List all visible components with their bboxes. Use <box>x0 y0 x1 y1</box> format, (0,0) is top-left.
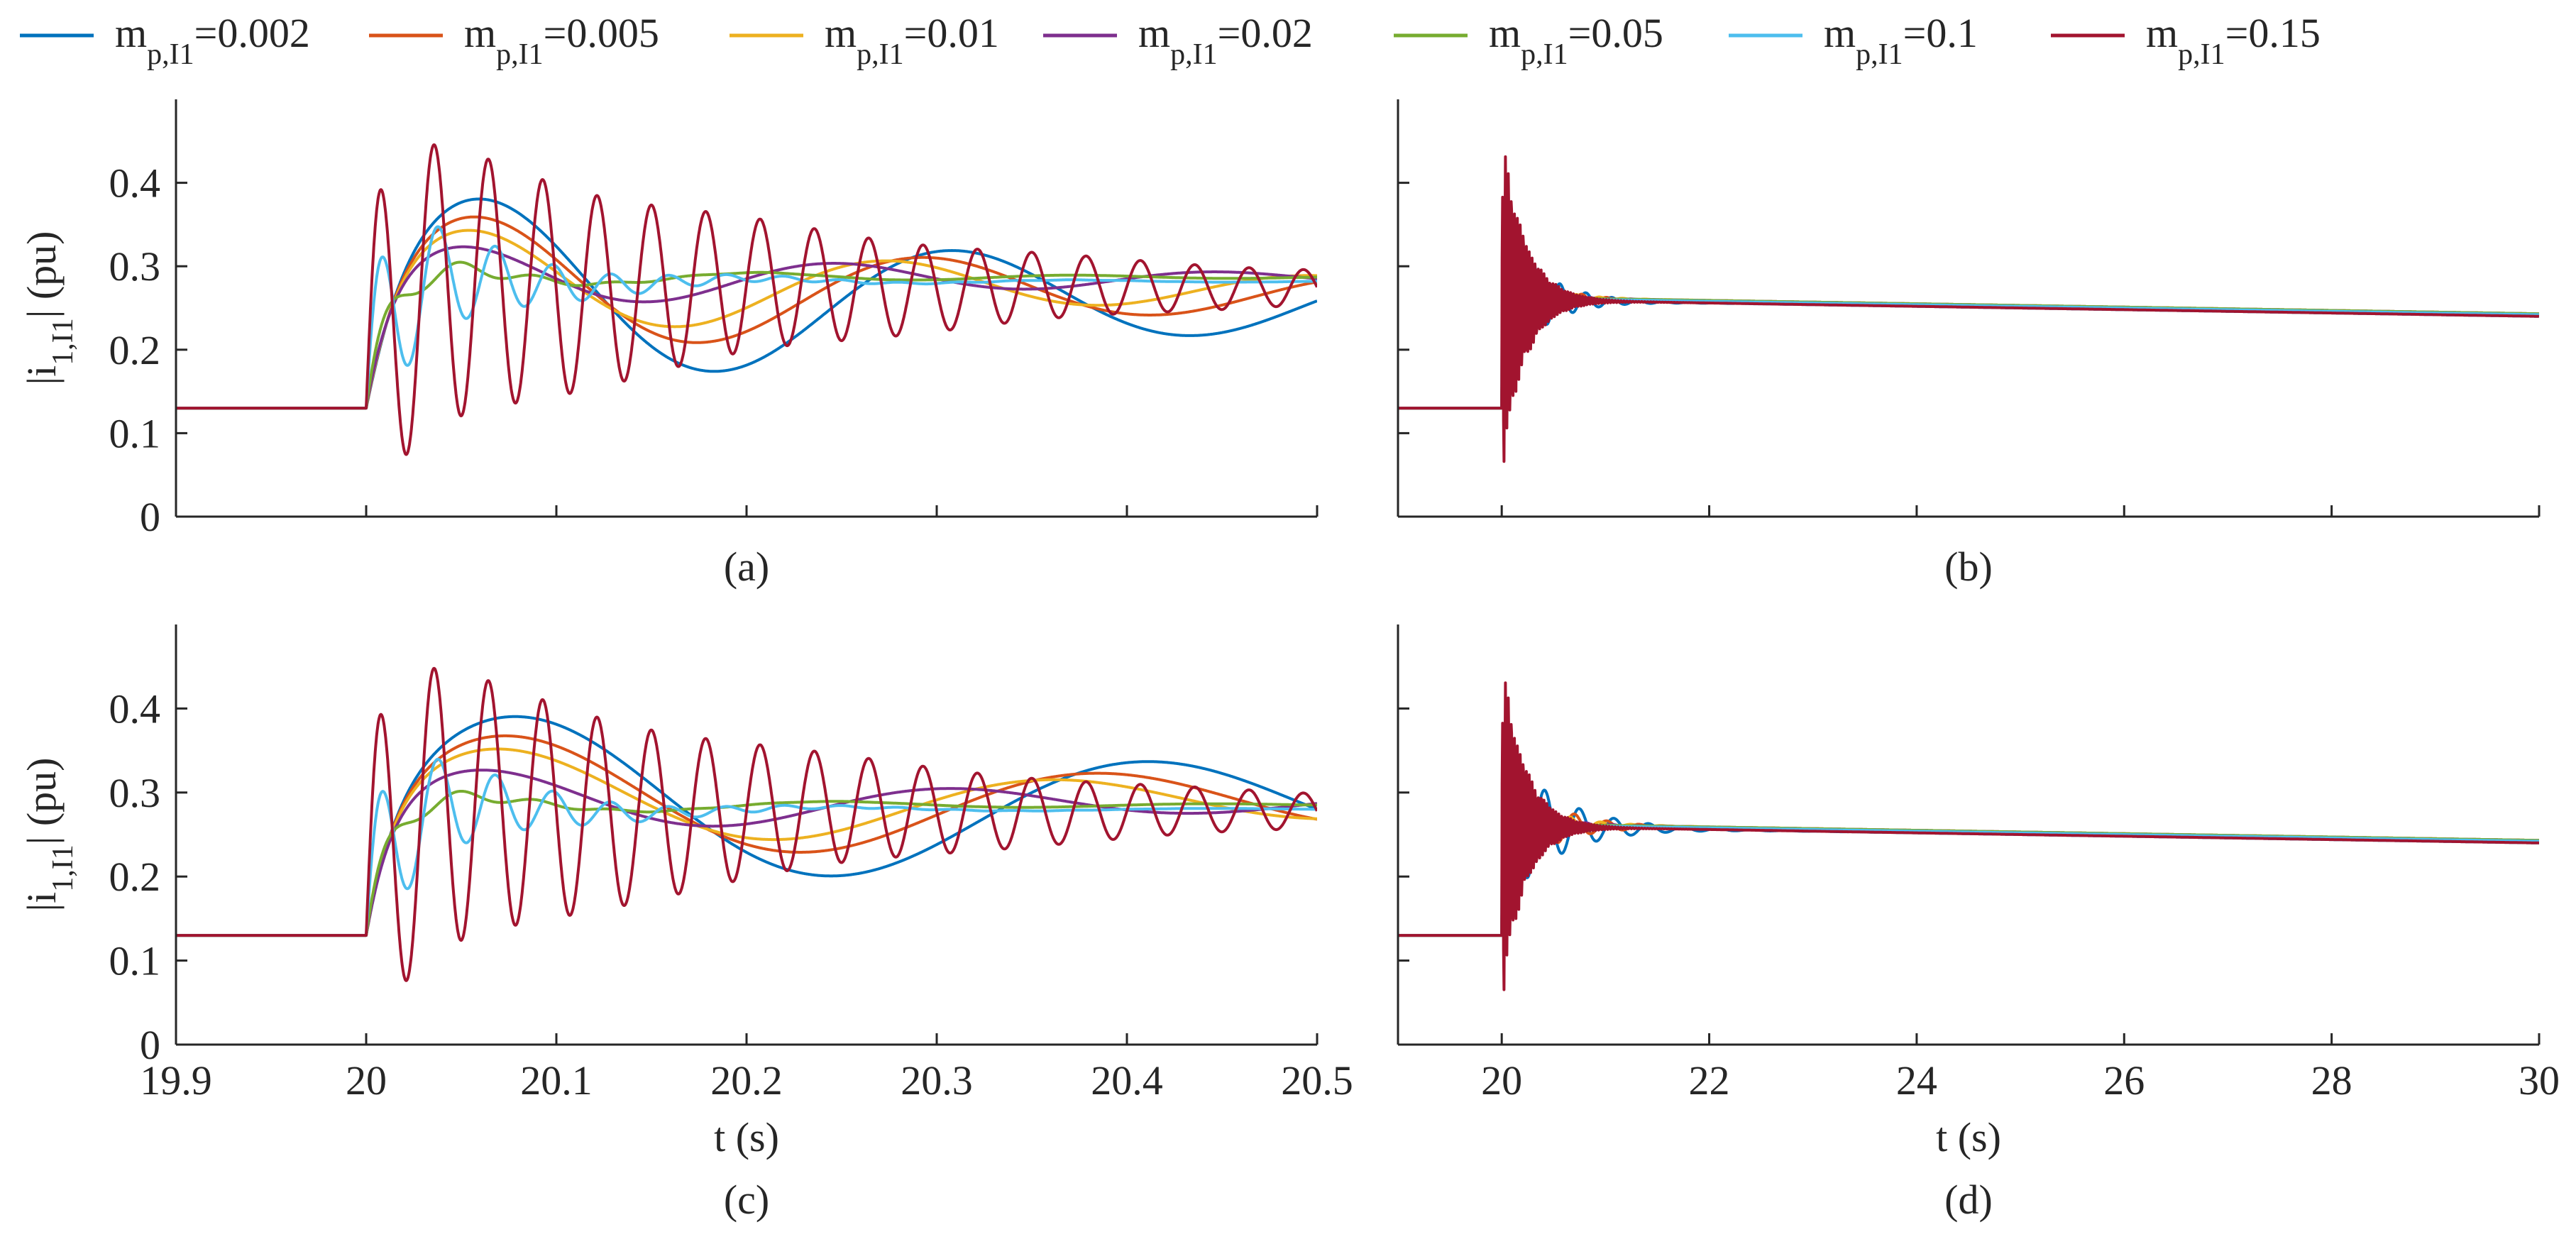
x-tick-label: 19.9 <box>140 1057 212 1103</box>
y-tick-label: 0.4 <box>109 160 161 207</box>
x-tick-label: 20.3 <box>901 1057 973 1103</box>
series-line-0.005 <box>176 215 1317 410</box>
series-line-0.1 <box>176 225 1317 410</box>
series-group <box>1398 681 2539 991</box>
y-axis-label: |i1,I1| (pu) <box>18 758 79 912</box>
panel-d: 20 22 24 26 28 30 t (s) (d) <box>1397 624 2560 1223</box>
panel-c: 19.9 20 20.1 20.2 20.3 20.4 20.5 0 0.1 0.2 0.3 0.4 |… <box>18 624 1353 1223</box>
legend-entry: mp,I1=0.02 <box>1043 10 1313 71</box>
panel-b: (b) <box>1397 99 2541 590</box>
x-tick-label: 24 <box>1896 1057 1937 1103</box>
series-line-0.15 <box>1398 155 2539 463</box>
y-tick-label: 0 <box>140 1022 160 1068</box>
series-line-0.15 <box>176 666 1317 982</box>
legend-entry: mp,I1=0.01 <box>730 10 999 71</box>
panel-caption: (c) <box>724 1177 769 1223</box>
series-group <box>1398 155 2539 463</box>
series-line-0.15 <box>176 143 1317 456</box>
legend-entry: mp,I1=0.002 <box>20 10 310 71</box>
x-tick-label: 20.4 <box>1091 1057 1163 1103</box>
y-tick-label: 0.2 <box>109 327 161 373</box>
y-axis-label: |i1,I1| (pu) <box>18 231 79 385</box>
legend-entry: mp,I1=0.05 <box>1394 10 1663 71</box>
legend-label: mp,I1=0.005 <box>464 10 659 71</box>
series-group <box>176 143 1317 456</box>
y-tick-label: 0.4 <box>109 686 161 732</box>
y-tick-label: 0.2 <box>109 854 161 900</box>
series-line-0.002 <box>176 715 1317 937</box>
series-line-0.1 <box>1398 776 2539 937</box>
series-line-0.005 <box>1398 243 2539 410</box>
series-line-0.1 <box>1398 245 2539 410</box>
x-tick-label: 22 <box>1689 1057 1730 1103</box>
x-tick-label: 20.5 <box>1281 1057 1353 1103</box>
legend-label: mp,I1=0.02 <box>1138 10 1313 71</box>
panel-caption: (b) <box>1944 544 1993 590</box>
series-line-0.01 <box>176 229 1317 410</box>
y-tick-label: 0.1 <box>109 410 161 456</box>
x-tick-label: 28 <box>2311 1057 2352 1103</box>
y-tick-label: 0.3 <box>109 243 161 290</box>
series-line-0.01 <box>1398 781 2539 937</box>
panel-caption: (a) <box>724 544 769 590</box>
legend-label: mp,I1=0.1 <box>1824 10 1978 71</box>
series-line-0.01 <box>1398 255 2539 410</box>
legend-entry: mp,I1=0.005 <box>369 10 659 71</box>
x-tick-label: 30 <box>2519 1057 2560 1103</box>
series-line-0.02 <box>176 245 1317 410</box>
legend-entry: mp,I1=0.1 <box>1729 10 1978 71</box>
panel-caption: (d) <box>1944 1177 1993 1223</box>
legend-label: mp,I1=0.05 <box>1489 10 1663 71</box>
series-line-0.1 <box>176 757 1317 937</box>
legend: mp,I1=0.002 mp,I1=0.005 mp,I1=0.01 mp,I1=0.… <box>20 10 2321 71</box>
x-tick-label: 20.1 <box>520 1057 593 1103</box>
series-line-0.005 <box>1398 767 2539 937</box>
x-tick-label: 20.2 <box>710 1057 783 1103</box>
legend-label: mp,I1=0.01 <box>825 10 999 71</box>
series-group <box>176 666 1317 982</box>
series-line-0.15 <box>1398 681 2539 991</box>
series-line-0.002 <box>1398 753 2539 937</box>
series-line-0.002 <box>176 197 1317 410</box>
series-line-0.005 <box>176 734 1317 937</box>
y-tick-label: 0 <box>140 494 160 540</box>
legend-label: mp,I1=0.15 <box>2146 10 2321 71</box>
x-tick-label: 20 <box>346 1057 387 1103</box>
chart-panels: 0 0.1 0.2 0.3 0.4 |i1,I1| (pu) (a) (b) 19.9 20 20.… <box>18 99 2560 1223</box>
y-tick-label: 0.1 <box>109 938 161 984</box>
x-axis-label: t (s) <box>1936 1114 2001 1160</box>
x-tick-label: 26 <box>2103 1057 2145 1103</box>
x-axis-label: t (s) <box>714 1114 779 1160</box>
panel-a: 0 0.1 0.2 0.3 0.4 |i1,I1| (pu) (a) <box>18 99 1319 590</box>
legend-entry: mp,I1=0.15 <box>2051 10 2321 71</box>
legend-label: mp,I1=0.002 <box>115 10 310 71</box>
x-tick-label: 20 <box>1481 1057 1522 1103</box>
y-tick-label: 0.3 <box>109 770 161 816</box>
series-line-0.002 <box>1398 229 2539 410</box>
